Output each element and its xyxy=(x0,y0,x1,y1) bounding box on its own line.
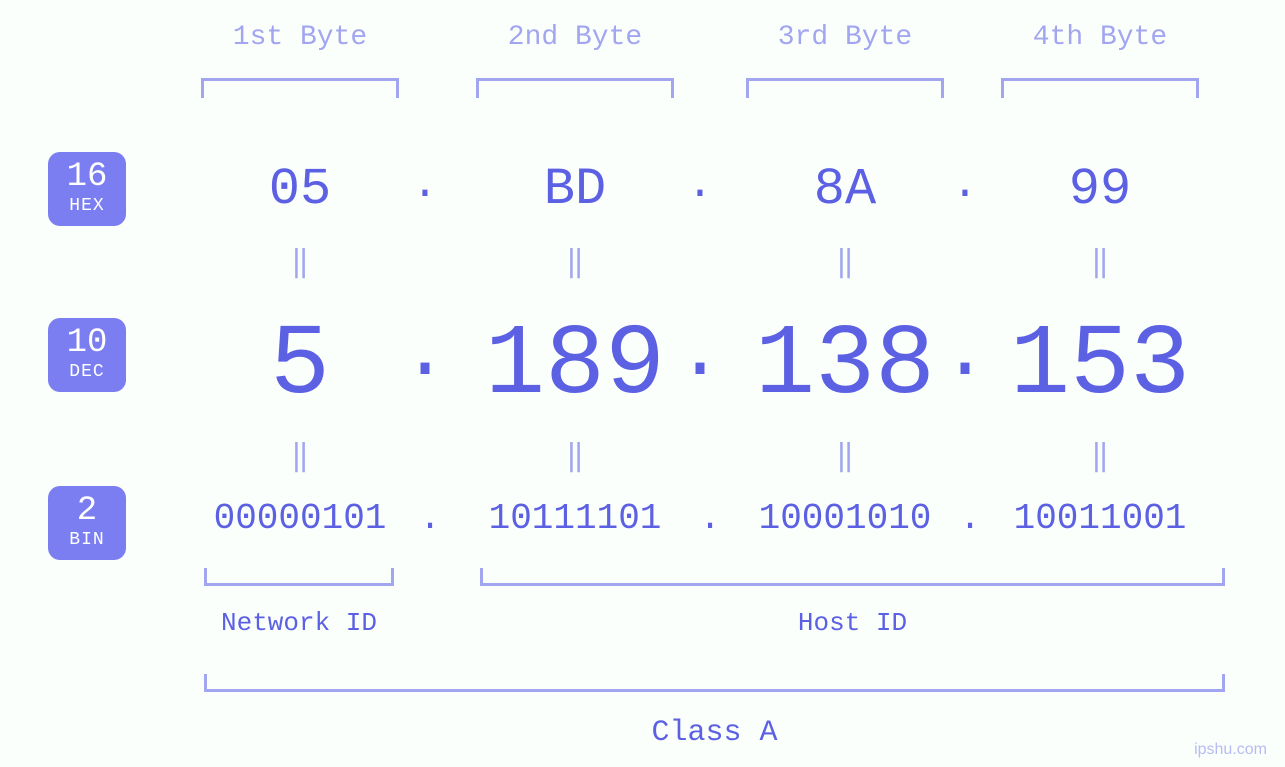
equals-glyph: ‖ xyxy=(566,438,584,475)
bin-byte-4: 10011001 xyxy=(1014,498,1187,539)
class-bracket xyxy=(204,674,1225,692)
hex-byte-1: 05 xyxy=(269,160,331,219)
dec-byte-1: 5 xyxy=(270,310,330,423)
hex-dot-2: . xyxy=(687,160,713,210)
diagram-stage: 16 HEX 10 DEC 2 BIN 1st Byte 2nd Byte 3r… xyxy=(0,0,1285,767)
hex-dot-1: . xyxy=(412,160,438,210)
hex-byte-2: BD xyxy=(544,160,606,219)
dec-byte-3: 138 xyxy=(755,310,935,423)
hex-dot-3: . xyxy=(952,160,978,210)
equals-glyph: ‖ xyxy=(836,244,854,281)
base-badge-hex-label: HEX xyxy=(48,196,126,218)
bin-dot-1: . xyxy=(419,498,441,539)
host-id-label: Host ID xyxy=(798,608,907,638)
base-badge-bin: 2 BIN xyxy=(48,486,126,560)
equals-glyph: ‖ xyxy=(291,244,309,281)
dec-dot-3: . xyxy=(942,310,989,398)
base-badge-bin-label: BIN xyxy=(48,530,126,552)
bin-byte-3: 10001010 xyxy=(759,498,932,539)
top-bracket-3 xyxy=(746,78,944,98)
class-label: Class A xyxy=(651,716,777,750)
watermark: ipshu.com xyxy=(1194,741,1267,759)
top-bracket-4 xyxy=(1001,78,1199,98)
bin-byte-1: 00000101 xyxy=(214,498,387,539)
byte-header-1: 1st Byte xyxy=(233,22,367,53)
network-id-label: Network ID xyxy=(221,608,377,638)
bin-byte-2: 10111101 xyxy=(489,498,662,539)
dec-byte-2: 189 xyxy=(485,310,665,423)
bin-dot-2: . xyxy=(699,498,721,539)
equals-glyph: ‖ xyxy=(1091,438,1109,475)
dec-dot-2: . xyxy=(677,310,724,398)
base-badge-bin-num: 2 xyxy=(48,494,126,528)
top-bracket-2 xyxy=(476,78,674,98)
top-bracket-1 xyxy=(201,78,399,98)
dec-byte-4: 153 xyxy=(1010,310,1190,423)
network-bracket xyxy=(204,568,394,586)
equals-glyph: ‖ xyxy=(566,244,584,281)
hex-byte-4: 99 xyxy=(1069,160,1131,219)
byte-header-3: 3rd Byte xyxy=(778,22,912,53)
byte-header-2: 2nd Byte xyxy=(508,22,642,53)
base-badge-hex-num: 16 xyxy=(48,160,126,194)
bin-dot-3: . xyxy=(959,498,981,539)
equals-glyph: ‖ xyxy=(836,438,854,475)
dec-dot-1: . xyxy=(402,310,449,398)
equals-glyph: ‖ xyxy=(291,438,309,475)
base-badge-hex: 16 HEX xyxy=(48,152,126,226)
base-badge-dec-num: 10 xyxy=(48,326,126,360)
base-badge-dec: 10 DEC xyxy=(48,318,126,392)
byte-header-4: 4th Byte xyxy=(1033,22,1167,53)
equals-glyph: ‖ xyxy=(1091,244,1109,281)
host-bracket xyxy=(480,568,1225,586)
hex-byte-3: 8A xyxy=(814,160,876,219)
base-badge-dec-label: DEC xyxy=(48,362,126,384)
